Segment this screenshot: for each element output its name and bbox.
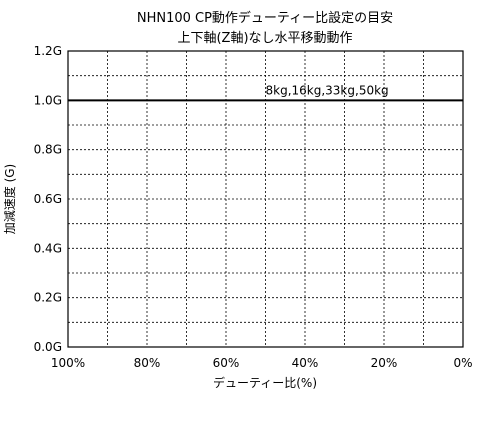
chart-subtitle: 上下軸(Z軸)なし水平移動動作 [177, 31, 352, 46]
y-tick-label: 0.6G [34, 192, 62, 206]
x-tick-label: 40% [292, 356, 319, 370]
plot-frame [67, 50, 464, 348]
y-tick-label: 1.2G [34, 44, 62, 58]
series-layer: 8kg,16kg,33kg,50kg [68, 83, 463, 102]
y-axis-label: 加減速度 (G) [2, 164, 17, 234]
x-tick-label: 20% [371, 356, 398, 370]
x-tick-label: 0% [453, 356, 472, 370]
x-axis-label: デューティー比(%) [213, 375, 317, 390]
x-ticks: 100% 80% 60% 40% 20% 0% [51, 356, 473, 370]
y-tick-label: 0.0G [34, 340, 62, 354]
y-tick-label: 0.4G [34, 241, 62, 255]
x-tick-label: 80% [134, 356, 161, 370]
x-tick-label: 100% [51, 356, 85, 370]
y-tick-label: 0.8G [34, 143, 62, 157]
chart-title: NHN100 CP動作デューティー比設定の目安 [137, 10, 393, 26]
y-tick-label: 0.2G [34, 291, 62, 305]
y-ticks: 0.0G 0.2G 0.4G 0.6G 0.8G 1.0G 1.2G [34, 44, 62, 354]
x-tick-label: 60% [213, 356, 240, 370]
series-label: 8kg,16kg,33kg,50kg [266, 83, 389, 97]
y-tick-label: 1.0G [34, 93, 62, 107]
